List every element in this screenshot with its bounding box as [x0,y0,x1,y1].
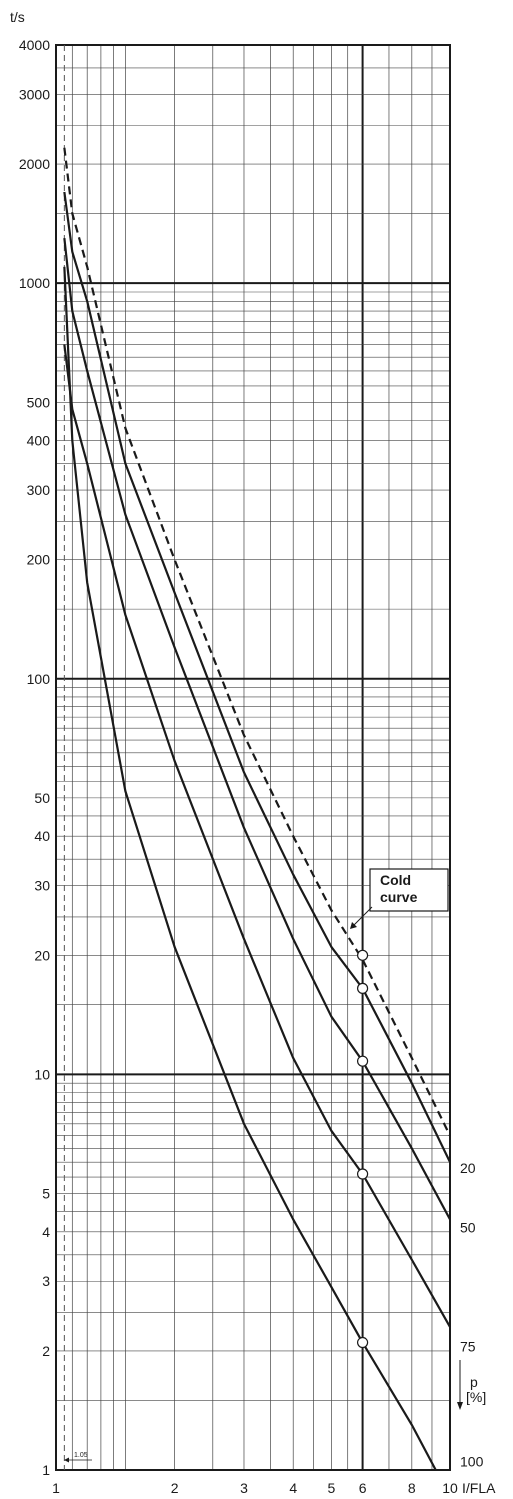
x-tick-label: 3 [240,1480,248,1496]
grid-lines [55,44,451,1471]
y-tick-label: 10 [34,1066,50,1082]
y-tick-label: 20 [34,947,50,963]
curves [63,147,451,1471]
curve-marker [356,1168,369,1180]
y-tick-label: 5 [42,1185,50,1201]
x-tick-label: 10 [442,1480,458,1496]
curve-50 [63,237,451,1220]
curve-marker [356,949,369,961]
x-axis-label: I/FLA [462,1480,496,1496]
y-tick-label: 1000 [19,275,50,291]
y-tick-label: 300 [27,482,51,498]
curve-label: 50 [460,1220,476,1236]
tick-labels: 4000 3000 2000 1000 500 400 300 200 100 50 40 30 20 1… [19,37,458,1496]
y-tick-label: 400 [27,433,51,449]
threshold-arrowhead [64,1457,69,1463]
p-axis-symbol: p [470,1374,478,1390]
x-tick-label: 4 [289,1480,297,1496]
y-tick-label: 2 [42,1343,50,1359]
curve-label: 100 [460,1454,484,1470]
y-tick-label: 3000 [19,86,50,102]
y-tick-label: 2000 [19,156,50,172]
y-tick-label: 4 [42,1224,50,1240]
curve-cold-curve [63,147,451,1137]
cold-curve-callout-arrow [351,906,373,928]
x-tick-label: 8 [408,1480,416,1496]
cold-curve-callout: Cold curve [350,868,449,929]
curve-marker [356,982,369,994]
cold-curve-callout-line2: curve [380,889,418,905]
p-axis-annotation: p [%] [457,1360,486,1410]
x-tick-label: 6 [359,1480,367,1496]
cold-curve-callout-arrowhead [350,922,357,929]
y-tick-label: 30 [34,878,50,894]
curve-labels: 20 50 75 100 [460,1160,484,1470]
curve-marker [356,1055,369,1067]
p-axis-arrowhead [457,1402,463,1410]
y-axis-label: t/s [10,9,25,25]
y-tick-label: 100 [27,671,51,687]
y-tick-label: 40 [34,828,50,844]
threshold-annotation: 1.05 [64,1452,92,1463]
x-tick-label: 1 [52,1480,60,1496]
curve-label: 75 [460,1339,476,1355]
p-axis-unit: [%] [466,1389,486,1405]
y-tick-label: 200 [27,552,51,568]
x-tick-label: 5 [327,1480,335,1496]
cold-curve-callout-line1: Cold [380,872,411,888]
curve-100 [63,266,437,1471]
y-tick-label: 1 [42,1462,50,1478]
curve-20 [63,191,451,1163]
y-tick-label: 3 [42,1273,50,1289]
threshold-label: 1.05 [74,1452,88,1459]
y-tick-label: 4000 [19,37,50,53]
y-tick-label: 50 [34,790,50,806]
curve-label: 20 [460,1160,476,1176]
curve-marker [356,1336,369,1349]
curve-75 [63,344,451,1328]
y-tick-label: 500 [27,394,51,410]
x-tick-label: 2 [171,1480,179,1496]
plot-frame [55,44,451,1471]
cold-curve-callout-box [369,868,449,912]
